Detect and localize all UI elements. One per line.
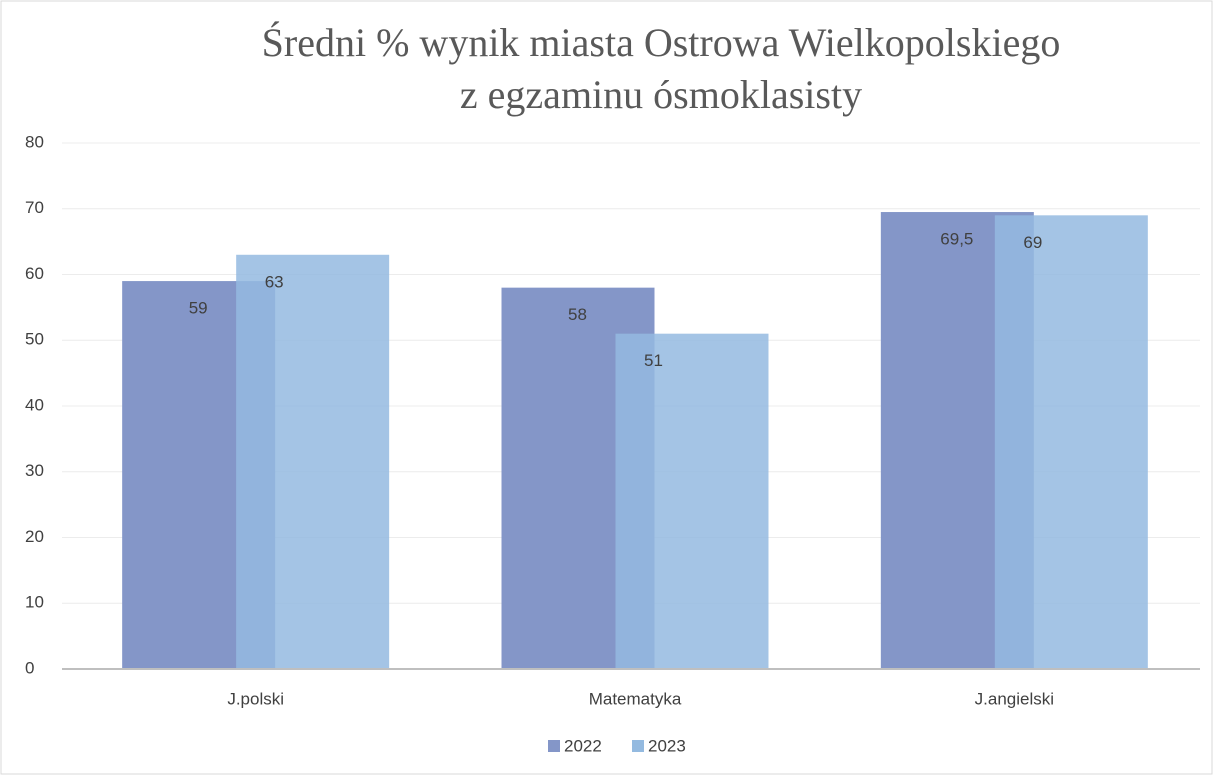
data-label: 69 xyxy=(1023,233,1042,252)
data-label: 59 xyxy=(189,299,208,318)
chart-title: Średni % wynik miasta Ostrowa Wielkopols… xyxy=(262,20,1061,65)
y-tick-label: 50 xyxy=(25,330,44,349)
y-tick-label: 0 xyxy=(25,658,34,677)
legend-label: 2022 xyxy=(564,736,602,755)
bar xyxy=(994,215,1148,669)
legend-swatch xyxy=(632,740,644,752)
y-tick-label: 10 xyxy=(25,593,44,612)
x-tick-label: J.polski xyxy=(227,689,284,708)
y-tick-label: 40 xyxy=(25,395,44,414)
legend-swatch xyxy=(548,740,560,752)
y-tick-label: 80 xyxy=(25,132,44,151)
y-tick-label: 30 xyxy=(25,461,44,480)
bar xyxy=(236,254,390,669)
x-tick-label: Matematyka xyxy=(589,689,682,708)
y-tick-label: 60 xyxy=(25,264,44,283)
data-label: 69,5 xyxy=(940,230,973,249)
x-tick-label: J.angielski xyxy=(975,689,1054,708)
chart-title: z egzaminu ósmoklasisty xyxy=(460,72,862,117)
data-label: 58 xyxy=(568,305,587,324)
data-label: 51 xyxy=(644,351,663,370)
bar xyxy=(615,333,769,669)
y-tick-label: 70 xyxy=(25,198,44,217)
y-tick-label: 20 xyxy=(25,527,44,546)
data-label: 63 xyxy=(265,272,284,291)
legend-label: 2023 xyxy=(648,736,686,755)
